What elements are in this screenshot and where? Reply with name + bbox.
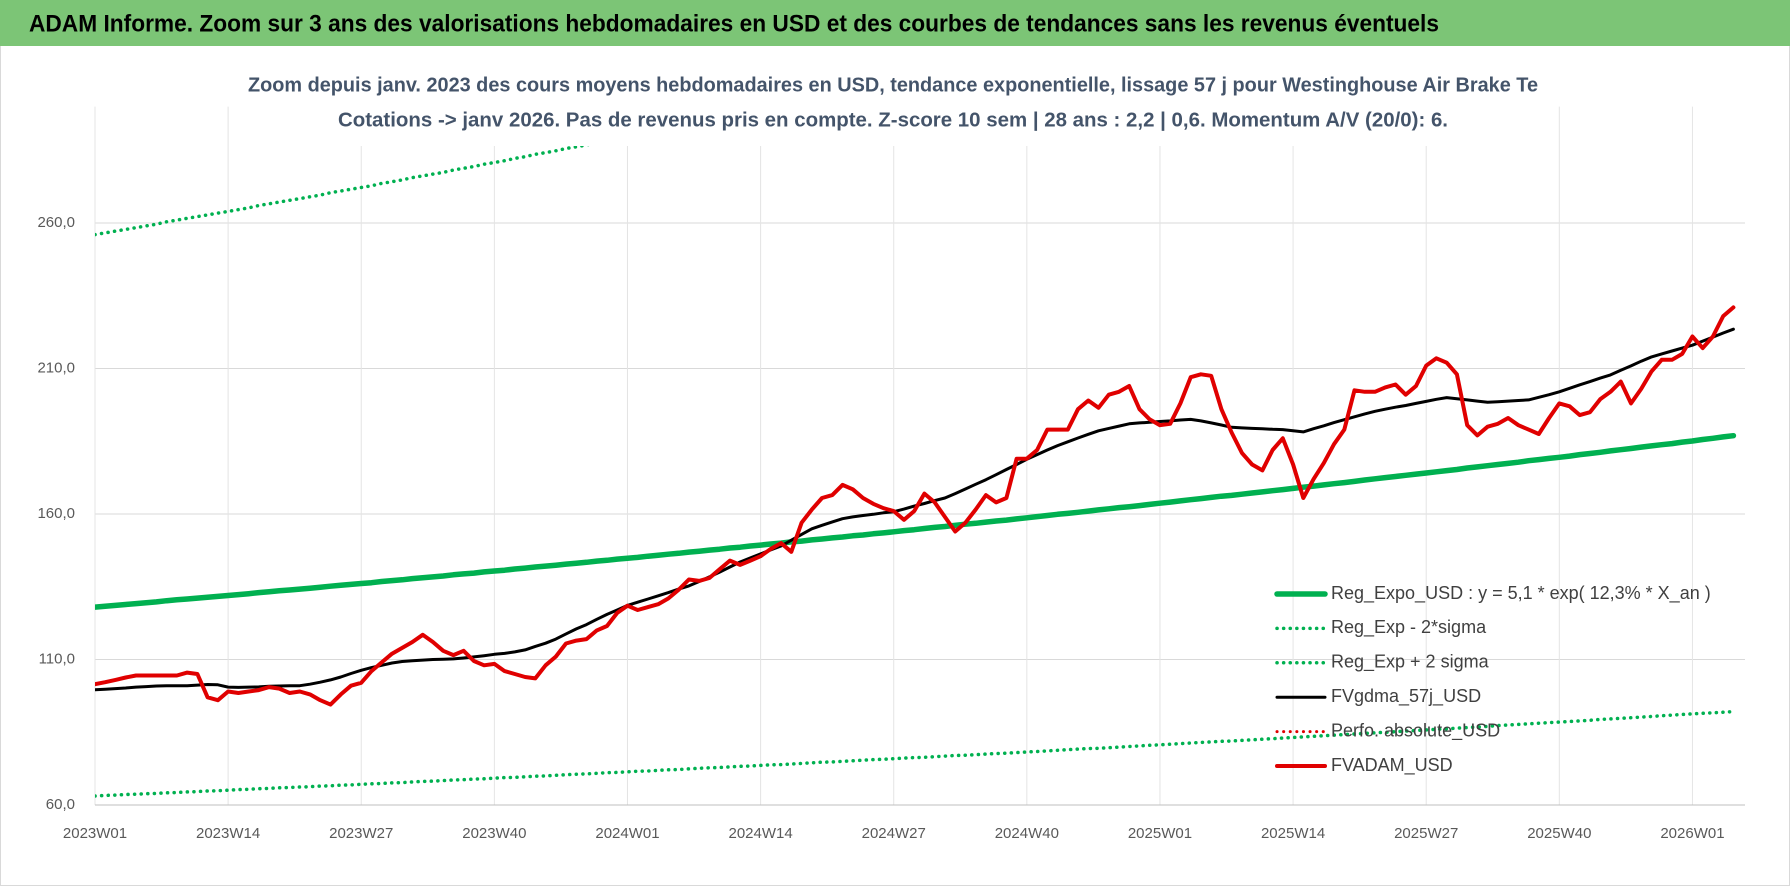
series-line — [95, 106, 792, 237]
x-tick-label: 2023W14 — [196, 825, 260, 842]
x-tick-label: 2024W27 — [862, 825, 926, 842]
x-tick-label: 2024W40 — [995, 825, 1059, 842]
header-bar — [0, 0, 1790, 46]
y-tick-label: 110,0 — [39, 650, 75, 667]
chart-subtitle: Cotations -> janv 2026. Pas de revenus p… — [338, 109, 1448, 131]
x-tick-label: 2024W01 — [595, 825, 659, 842]
x-tick-label: 2025W40 — [1527, 825, 1591, 842]
x-tick-label: 2023W40 — [462, 825, 526, 842]
y-tick-label: 60,0 — [46, 796, 75, 813]
legend-label: Reg_Expo_USD : y = 5,1 * exp( 12,3% * X_… — [1331, 583, 1711, 604]
x-tick-label: 2025W27 — [1394, 825, 1458, 842]
legend-label: FVgdma_57j_USD — [1331, 686, 1481, 707]
y-tick-label: 260,0 — [37, 214, 75, 231]
y-tick-label: 160,0 — [37, 505, 75, 522]
chart-title: ADAM Informe. Zoom sur 3 ans des valoris… — [29, 10, 1439, 37]
x-tick-label: 2023W27 — [329, 825, 393, 842]
legend-label: Reg_Exp + 2 sigma — [1331, 652, 1490, 673]
x-tick-label: 2026W01 — [1660, 825, 1724, 842]
y-tick-label: 210,0 — [37, 359, 75, 376]
x-tick-label: 2024W14 — [728, 825, 792, 842]
subtitle-box — [232, 66, 1542, 146]
x-tick-label: 2023W01 — [63, 825, 127, 842]
plot-lines — [95, 106, 1737, 798]
legend-label: Perfo. absolute_USD — [1331, 720, 1500, 741]
series-line — [95, 305, 1736, 707]
legend-label: Reg_Exp - 2*sigma — [1331, 617, 1487, 638]
x-tick-label: 2025W01 — [1128, 825, 1192, 842]
chart-subtitle: Zoom depuis janv. 2023 des cours moyens … — [248, 74, 1538, 96]
legend-label: FVADAM_USD — [1331, 755, 1453, 776]
series-line — [95, 709, 1736, 798]
x-tick-label: 2025W14 — [1261, 825, 1325, 842]
series-line — [95, 432, 1737, 610]
